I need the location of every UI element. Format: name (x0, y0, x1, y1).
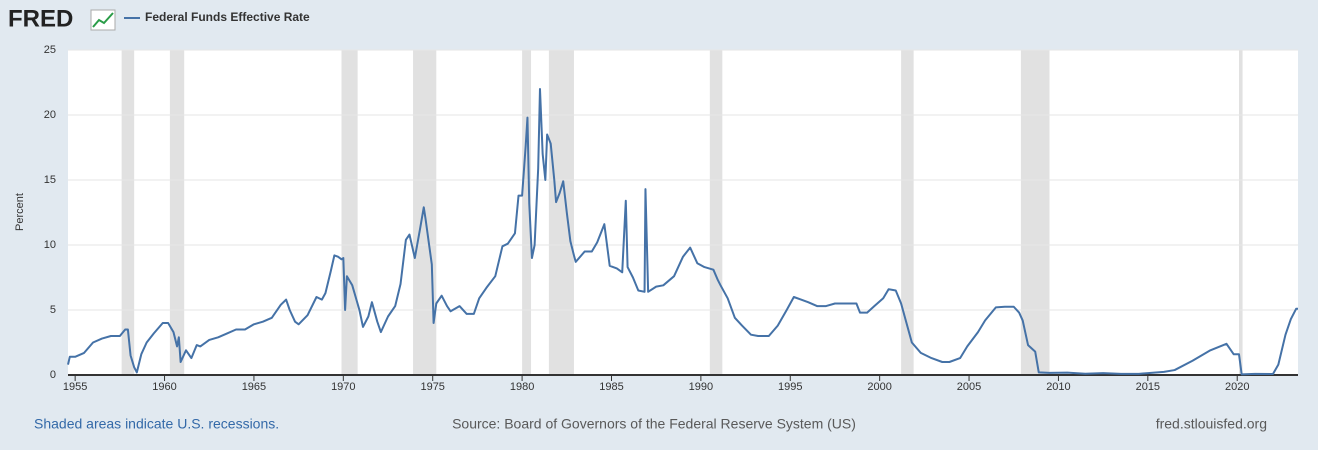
plot-area (68, 50, 1298, 375)
data-line (67, 88, 1298, 376)
logo[interactable]: FRED (8, 5, 73, 32)
recession-band (341, 50, 358, 375)
x-tick-label: 1970 (331, 381, 355, 393)
recession-band (169, 50, 185, 375)
site[interactable]: fred.stlouisfed.org (1156, 416, 1267, 432)
x-tick-label: 1980 (510, 381, 534, 393)
y-axis-label: Percent (14, 193, 26, 231)
recession-band (709, 50, 723, 375)
x-tick-label: 1995 (778, 381, 802, 393)
recession-band (1020, 50, 1050, 375)
y-tick-label: 10 (44, 239, 56, 251)
source: Source: Board of Governors of the Federa… (452, 416, 856, 432)
x-tick-label: 1965 (242, 381, 266, 393)
y-tick-label: 0 (50, 369, 56, 381)
x-tick-label: 1955 (63, 381, 87, 393)
y-tick-label: 15 (44, 174, 56, 186)
y-tick-label: 20 (44, 109, 56, 121)
x-tick-label: 1990 (689, 381, 713, 393)
x-tick-label: 2000 (867, 381, 891, 393)
x-tick-label: 1985 (599, 381, 623, 393)
x-tick-label: 1975 (420, 381, 444, 393)
y-tick-label: 25 (44, 44, 56, 56)
x-tick-label: 2005 (957, 381, 981, 393)
legend-label[interactable]: Federal Funds Effective Rate (145, 10, 310, 24)
logo-icon (90, 9, 116, 31)
recession-band (121, 50, 135, 375)
x-tick-label: 2010 (1046, 381, 1070, 393)
x-tick-label: 2015 (1136, 381, 1160, 393)
x-tick-label: 2020 (1225, 381, 1249, 393)
recession-band (1239, 50, 1243, 375)
recession-band (548, 50, 574, 375)
y-tick-label: 5 (50, 304, 56, 316)
recession-band (522, 50, 532, 375)
recession-band (901, 50, 914, 375)
recession-note[interactable]: Shaded areas indicate U.S. recessions. (34, 416, 279, 432)
x-tick-label: 1960 (152, 381, 176, 393)
